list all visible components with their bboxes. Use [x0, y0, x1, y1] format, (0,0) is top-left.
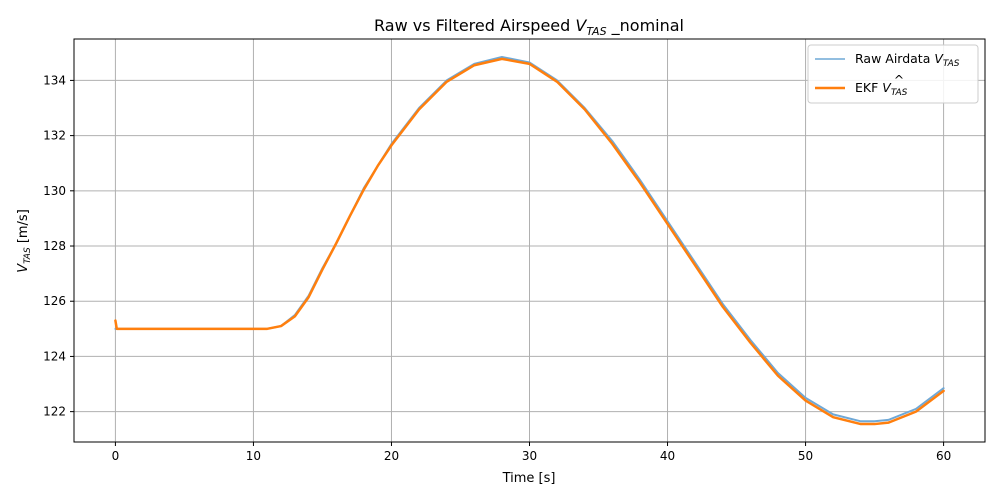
y-tick-label: 134 [43, 73, 66, 87]
y-tick-label: 122 [43, 405, 66, 419]
y-axis-label: VTAS [m/s] [16, 209, 33, 273]
y-tick-label: 124 [43, 349, 66, 363]
y-axis-ticks: 122 124 126 128 130 132 134 [43, 73, 74, 419]
legend-raw-prefix: Raw Airdata [855, 51, 934, 66]
x-axis-label: Time [s] [502, 471, 556, 486]
legend: Raw Airdata VTAS EKF VTAS ^ [807, 44, 979, 104]
legend-ekf-var: V [882, 80, 892, 95]
legend-label-ekf: EKF VTAS [855, 80, 908, 98]
x-tick-label: 40 [660, 449, 675, 463]
plot-series [114, 55, 945, 426]
legend-raw-sub: TAS [943, 59, 960, 69]
legend-box [807, 44, 979, 104]
y-tick-label: 130 [43, 184, 66, 198]
x-tick-label: 30 [522, 449, 537, 463]
x-tick-label: 20 [384, 449, 399, 463]
legend-ekf-sub: TAS [891, 88, 908, 98]
chart-title: Raw vs Filtered Airspeed VTAS _nominal [374, 16, 684, 38]
x-tick-label: 50 [798, 449, 813, 463]
y-tick-label: 128 [43, 239, 66, 253]
x-axis-ticks: 0 10 20 30 40 50 60 [112, 442, 951, 463]
ylabel-sub: TAS [23, 247, 33, 264]
legend-ekf-prefix: EKF [855, 80, 882, 95]
ylabel-suffix: [m/s] [16, 209, 31, 247]
y-tick-label: 126 [43, 294, 66, 308]
series-line-ekf [114, 57, 945, 426]
title-var: V [575, 16, 587, 35]
title-sub: TAS [586, 25, 606, 38]
legend-raw-var: V [934, 51, 944, 66]
y-tick-label: 132 [43, 129, 66, 143]
title-prefix: Raw vs Filtered Airspeed [374, 16, 575, 35]
title-suffix: _nominal [607, 16, 684, 36]
legend-ekf-hat: ^ [894, 72, 904, 87]
x-tick-label: 10 [246, 449, 261, 463]
ylabel-var: V [16, 263, 31, 273]
x-tick-label: 0 [112, 449, 120, 463]
legend-label-raw: Raw Airdata VTAS [855, 51, 960, 69]
x-tick-label: 60 [936, 449, 951, 463]
